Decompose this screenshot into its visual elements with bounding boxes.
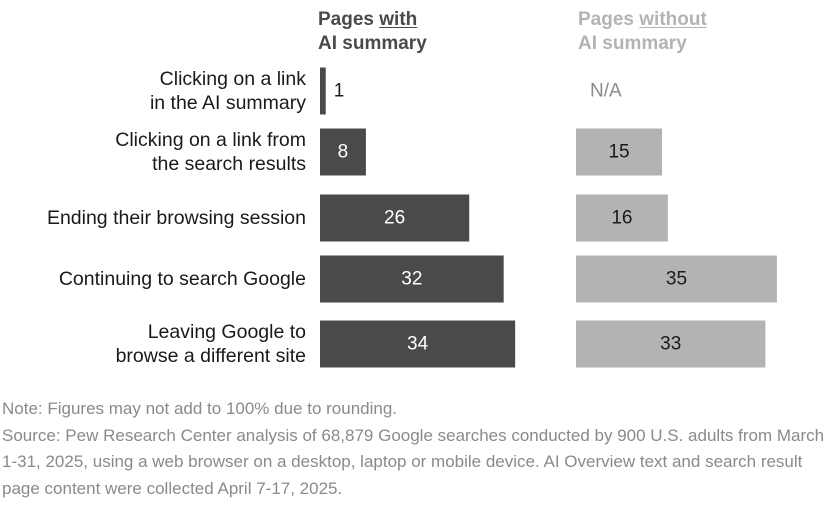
- bar-1-4: [576, 320, 766, 368]
- header-with-prefix: Pages: [318, 9, 380, 30]
- value-label-0-2: 26: [384, 208, 405, 229]
- category-label-3-0: Continuing to search Google: [59, 268, 306, 290]
- bar-1-2: [576, 194, 668, 242]
- header-pages-with-ai-summary: Pages with AI summary: [318, 8, 427, 56]
- header-pages-without-ai-summary: Pages without AI summary: [578, 8, 707, 56]
- bar-0-2: [320, 194, 470, 242]
- header-with-line2: AI summary: [318, 33, 427, 54]
- category-label-4-1: browse a different site: [116, 345, 306, 367]
- bar-1-1: [576, 128, 663, 176]
- category-label-0-1: in the AI summary: [150, 92, 306, 114]
- value-label-0-0: 1: [334, 81, 345, 102]
- value-label-0-4: 34: [407, 334, 429, 355]
- bar-0-0: [320, 67, 326, 115]
- value-label-1-3: 35: [666, 269, 687, 290]
- value-label-1-1: 15: [608, 142, 629, 163]
- value-label-0-3: 32: [401, 269, 422, 290]
- header-with-emph: with: [379, 9, 418, 30]
- na-label-1-0: N/A: [590, 81, 622, 102]
- bar-1-3: [576, 255, 777, 303]
- chart-notes: Note: Figures may not add to 100% due to…: [2, 396, 832, 502]
- category-label-1-1: the search results: [152, 153, 306, 175]
- header-without-prefix: Pages: [578, 9, 640, 30]
- category-label-0-0: Clicking on a link: [160, 68, 307, 90]
- value-label-0-1: 8: [338, 142, 349, 163]
- bar-0-1: [320, 128, 366, 176]
- header-without-line2: AI summary: [578, 33, 687, 54]
- note-text: Note: Figures may not add to 100% due to…: [2, 399, 398, 418]
- category-label-1-0: Clicking on a link from: [115, 129, 306, 151]
- bar-0-4: [320, 320, 516, 368]
- value-label-1-2: 16: [611, 208, 632, 229]
- value-label-1-4: 33: [660, 334, 681, 355]
- category-label-4-0: Leaving Google to: [148, 321, 306, 343]
- header-without-emph: without: [639, 9, 707, 30]
- source-text: Source: Pew Research Center analysis of …: [2, 425, 825, 498]
- category-label-2-0: Ending their browsing session: [47, 207, 306, 229]
- bar-0-3: [320, 255, 504, 303]
